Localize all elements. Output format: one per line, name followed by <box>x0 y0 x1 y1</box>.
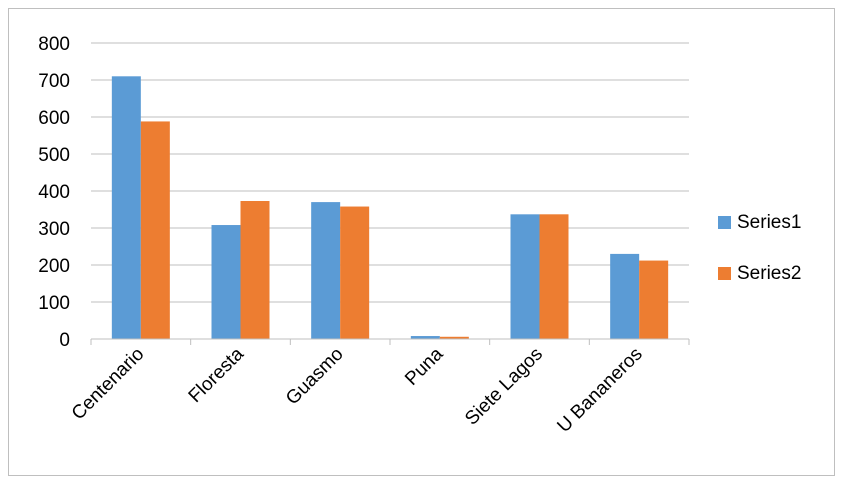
bar-series2-siete-lagos <box>539 214 569 339</box>
y-tick-label: 600 <box>38 108 70 129</box>
x-axis-category-labels: Centenario Floresta Guasmo Puna Siete Lagos U… <box>68 343 647 437</box>
legend-label-series1: Series1 <box>737 212 801 233</box>
x-category-label: Siete Lagos <box>461 344 547 430</box>
x-category-label: Floresta <box>185 343 249 407</box>
y-tick-label: 700 <box>38 71 70 92</box>
legend-swatch-series1 <box>718 216 731 229</box>
bar-series1-centenario <box>111 76 141 340</box>
bar-series2-guasmo <box>340 206 370 339</box>
gridlines <box>91 42 689 303</box>
y-tick-label: 300 <box>38 219 70 240</box>
y-tick-label: 500 <box>38 145 70 166</box>
y-tick-label: 0 <box>59 330 70 351</box>
legend-swatch-series2 <box>718 267 731 280</box>
y-tick-label: 100 <box>38 293 70 314</box>
x-category-label: Guasmo <box>282 344 348 410</box>
bar-series1-siete-lagos <box>510 214 540 339</box>
x-category-label: U Bananeros <box>553 344 646 437</box>
legend-label-series2: Series2 <box>737 263 801 284</box>
bar-series2-u-bananeros <box>639 260 669 339</box>
legend: Series1 Series2 <box>718 212 801 284</box>
y-tick-label: 400 <box>38 182 70 203</box>
y-axis-tick-labels: 0 100 200 300 400 500 600 700 800 <box>38 34 70 351</box>
x-axis <box>90 338 690 345</box>
y-tick-label: 800 <box>38 34 70 55</box>
bar-series1-floresta <box>211 225 241 339</box>
x-category-label: Puna <box>401 343 448 390</box>
bar-series2-centenario <box>140 121 170 339</box>
x-category-label: Centenario <box>68 344 149 425</box>
bar-series2-floresta <box>240 200 270 339</box>
y-tick-label: 200 <box>38 256 70 277</box>
bar-series1-u-bananeros <box>610 253 640 339</box>
bar-series2-puna <box>439 336 469 339</box>
bar-series1-puna <box>410 336 440 339</box>
bar-series1-guasmo <box>311 202 341 339</box>
bars <box>111 76 669 340</box>
